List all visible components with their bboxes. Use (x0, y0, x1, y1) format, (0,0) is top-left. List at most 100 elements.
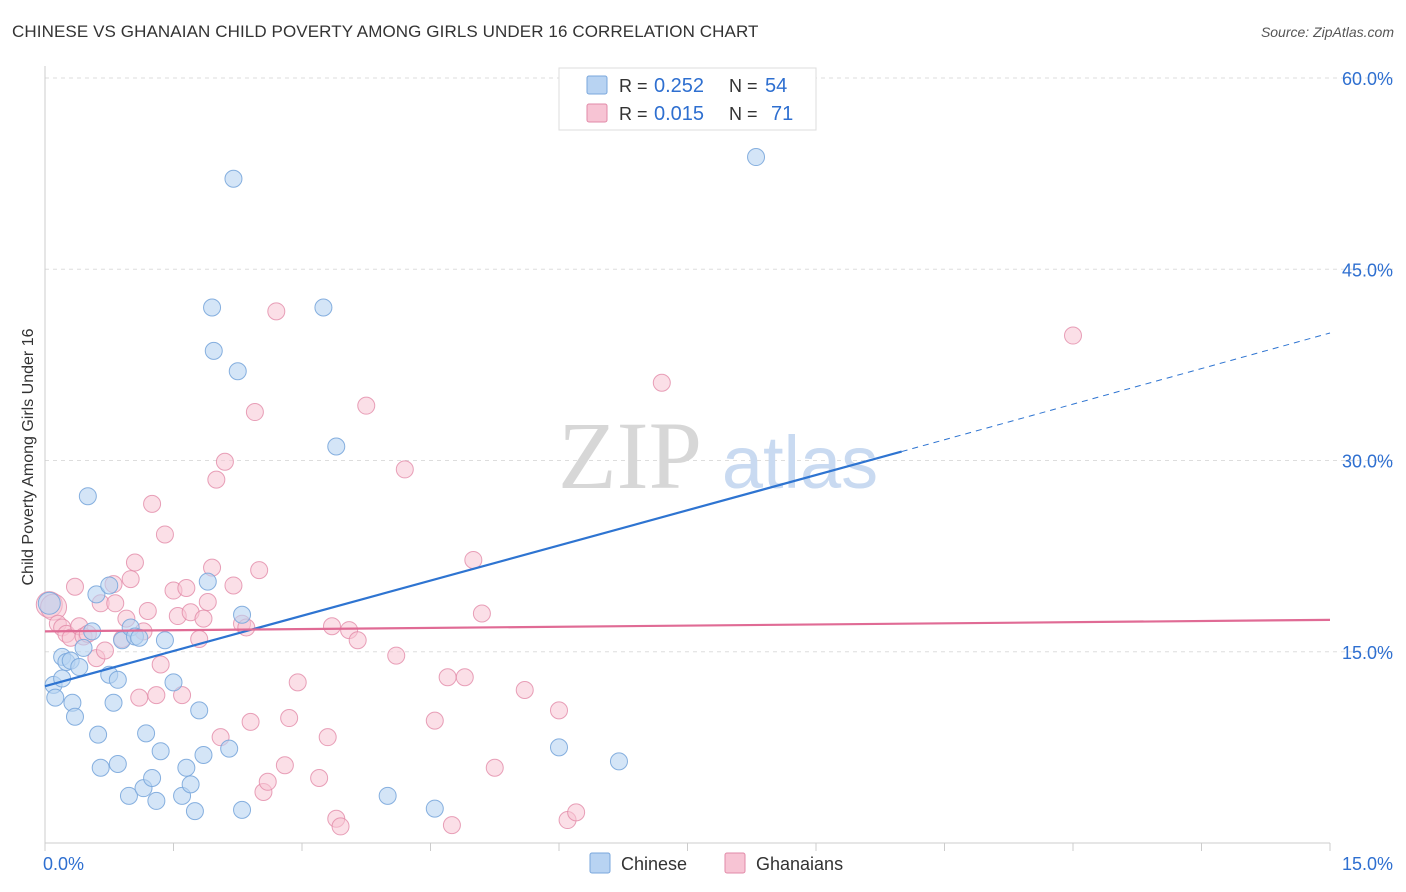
chinese-point (89, 725, 108, 744)
legend-n-label-ghanaians: N = (729, 104, 758, 124)
ghanaians-point (143, 494, 162, 513)
chinese-point (108, 670, 127, 689)
bottom-legend-label-ghanaians: Ghanaians (756, 854, 843, 874)
ghanaians-point (267, 302, 286, 321)
ghanaians-trendline (44, 618, 1331, 633)
y-tick-label-1: 30.0% (1342, 452, 1393, 472)
bottom-legend-swatch-ghanaians (724, 852, 746, 874)
ghanaians-point (1064, 326, 1082, 345)
y-tick-label-2: 45.0% (1342, 260, 1393, 280)
x-tick-label-min: 0.0% (43, 854, 84, 874)
ghanaians-point (485, 758, 504, 777)
watermark-atlas: atlas (722, 421, 878, 504)
ghanaians-point (147, 686, 166, 705)
chinese-point (143, 768, 162, 787)
ghanaians-point (177, 579, 196, 597)
ghanaians-point (472, 604, 491, 623)
legend-n-value-ghanaians: 71 (771, 103, 793, 125)
chinese-trendline (44, 450, 902, 688)
trendlines (44, 332, 1331, 688)
ghanaians-point (455, 668, 474, 687)
x-tick-labels: 0.0% 15.0% (43, 854, 1393, 874)
ghanaians-point (310, 768, 329, 787)
ghanaians-point (138, 601, 157, 620)
chinese-point (74, 638, 93, 657)
chinese-point (119, 786, 138, 805)
ghanaians-point (275, 756, 294, 775)
chinese-point (151, 742, 170, 761)
watermark-zip: ZIP (558, 402, 702, 509)
ghanaians-point (245, 403, 264, 422)
ghanaians-point (106, 594, 125, 613)
legend-swatch-chinese (586, 75, 608, 95)
source-label: Source: ZipAtlas.com (1260, 24, 1394, 40)
chinese-point (181, 775, 200, 794)
watermark: ZIP atlas (558, 402, 878, 509)
y-tick-labels: 15.0% 30.0% 45.0% 60.0% (1342, 69, 1393, 663)
ghanaians-point (207, 470, 226, 489)
chinese-point (147, 791, 166, 810)
ghanaians-point (387, 646, 406, 665)
ghanaians-point (438, 668, 457, 687)
ghanaians-point (151, 655, 170, 674)
legend-r-label-ghanaians: R = (619, 104, 648, 124)
y-tick-label-0: 15.0% (1342, 643, 1393, 663)
chinese-point (87, 585, 106, 604)
ghanaians-point (322, 617, 341, 636)
chinese-point (198, 572, 217, 591)
ghanaians-point (331, 817, 350, 836)
chinese-point (70, 658, 89, 677)
chinese-point (155, 631, 174, 650)
chinese-point (108, 754, 127, 773)
chinese-point (190, 701, 209, 720)
chinese-point (747, 148, 766, 167)
chinese-point (46, 688, 65, 707)
chart-title: CHINESE VS GHANAIAN CHILD POVERTY AMONG … (12, 22, 759, 41)
legend-series: Chinese Ghanaians (589, 852, 843, 874)
ghanaians-point (95, 641, 114, 660)
chinese-point (425, 799, 444, 818)
legend-stats: R = 0.252 N = 54 R = 0.015 N = 71 (558, 67, 817, 131)
chinese-point (204, 341, 223, 360)
axes (44, 66, 1331, 851)
chinese-point (91, 758, 110, 777)
ghanaians-point (567, 803, 586, 822)
chinese-point (378, 786, 397, 805)
bottom-legend-label-chinese: Chinese (621, 854, 687, 874)
legend-n-label-chinese: N = (729, 76, 758, 96)
ghanaians-point (550, 701, 568, 720)
chinese-point (233, 605, 252, 624)
chinese-point (177, 758, 196, 777)
ghanaians-point (652, 373, 671, 392)
legend-n-value-chinese: 54 (765, 75, 787, 97)
chinese-point (233, 800, 252, 819)
ghanaians-point (130, 688, 149, 707)
chinese-point (550, 738, 568, 757)
chinese-point (327, 437, 346, 456)
chinese-point (609, 752, 628, 771)
ghanaians-point (241, 712, 260, 731)
ghanaians-point (357, 396, 376, 415)
chinese-point (130, 628, 149, 647)
ghanaians-point (515, 681, 534, 699)
ghanaians-point (224, 576, 243, 595)
chinese-point (37, 591, 61, 615)
y-axis-label: Child Poverty Among Girls Under 16 (20, 328, 37, 585)
chinese-trendline-extension (901, 332, 1331, 453)
ghanaians-point (155, 525, 174, 544)
chinese-point (65, 707, 84, 726)
ghanaians-point (280, 709, 299, 728)
ghanaians-point (198, 593, 217, 612)
chinese-point (203, 298, 222, 317)
gridlines (45, 77, 1395, 653)
chinese-point (314, 298, 333, 317)
ghanaians-point (395, 460, 414, 479)
ghanaians-point (121, 570, 140, 589)
chinese-point (185, 802, 204, 821)
chinese-point (164, 673, 183, 692)
ghanaians-point (318, 728, 337, 747)
chinese-point (194, 746, 213, 765)
y-tick-label-3: 60.0% (1342, 69, 1393, 89)
ghanaians-point (464, 550, 483, 569)
